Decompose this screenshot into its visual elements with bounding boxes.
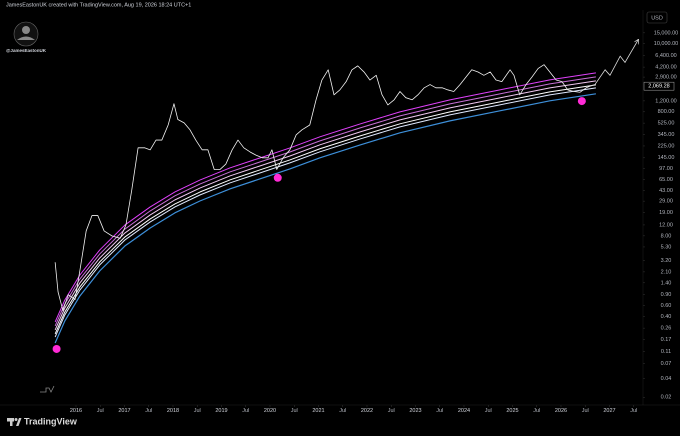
- x-tick-label: 2021: [312, 408, 324, 414]
- x-tick-label: Jul: [630, 408, 637, 414]
- y-tick-label: 65.00: [659, 177, 673, 183]
- tv-watermark: [40, 385, 55, 393]
- y-tick-label: 2,900.00: [655, 75, 676, 81]
- y-tick-label: 0.04: [661, 376, 672, 382]
- line: [54, 84, 596, 335]
- x-tick-label: Jul: [339, 408, 346, 414]
- y-tick-label: 5.30: [661, 244, 672, 250]
- y-tick-label: 29.00: [659, 199, 673, 205]
- line: [54, 72, 596, 323]
- y-tick-label: 0.90: [661, 292, 672, 298]
- y-tick-label: 0.07: [661, 361, 672, 367]
- line: [54, 64, 591, 311]
- x-tick-label: 2019: [215, 408, 227, 414]
- projection: [589, 40, 638, 87]
- y-tick-label: 0.02: [661, 395, 672, 401]
- y-tick-label: 6,400.00: [655, 53, 676, 59]
- y-tick-label: 3.20: [661, 258, 672, 264]
- marker-dot: [577, 97, 586, 106]
- y-tick-label: 0.40: [661, 314, 672, 320]
- y-tick-label: 525.00: [658, 121, 675, 127]
- x-tick-label: Jul: [436, 408, 443, 414]
- last-price-label: 2,069.28: [648, 84, 669, 90]
- marker-dot: [52, 344, 61, 353]
- y-tick-label: 12.00: [659, 222, 673, 228]
- avatar: [13, 21, 39, 47]
- y-tick-label: 1,200.00: [655, 98, 676, 104]
- y-tick-label: 225.00: [658, 143, 675, 149]
- line: [54, 87, 596, 338]
- x-tick-label: 2022: [361, 408, 373, 414]
- currency-box: [646, 11, 668, 24]
- y-tick-label: 8.00: [661, 233, 672, 239]
- y-tick-label: 0.11: [661, 349, 671, 355]
- footer-logo: TradingView: [24, 416, 78, 426]
- x-tick-label: Jul: [582, 408, 589, 414]
- plot: [52, 40, 639, 353]
- currency: USD: [651, 15, 663, 21]
- x-tick-label: Jul: [242, 408, 249, 414]
- x-tick-label: Jul: [388, 408, 395, 414]
- y-tick-label: 145.00: [658, 155, 675, 161]
- marker-dot: [273, 173, 282, 182]
- x-tick-label: Jul: [145, 408, 152, 414]
- x-tick-label: 2018: [167, 408, 179, 414]
- x-tick-label: 2017: [118, 408, 130, 414]
- x-tick-label: Jul: [291, 408, 298, 414]
- y-tick-label: 345.00: [658, 132, 675, 138]
- y-tick-label: 19.00: [659, 210, 673, 216]
- x-tick-label: Jul: [194, 408, 201, 414]
- last-price-box: [643, 81, 675, 91]
- x-tick-label: 2027: [603, 408, 615, 414]
- x-tick-label: Jul: [97, 408, 104, 414]
- y-tick-label: 43.00: [659, 188, 673, 194]
- x-tick-label: Jul: [485, 408, 492, 414]
- x-tick-label: 2026: [555, 408, 567, 414]
- y-tick-label: 1.40: [661, 280, 672, 286]
- x-tick-label: 2025: [506, 408, 518, 414]
- y-tick-label: 0.17: [661, 337, 672, 343]
- x-tick-label: 2020: [264, 408, 276, 414]
- y-tick-label: 15,000.00: [654, 30, 678, 36]
- y-tick-label: 4,200.00: [655, 65, 676, 71]
- y-tick-label: 2.10: [661, 269, 672, 275]
- line: [54, 80, 596, 331]
- y-tick-label: 0.26: [661, 326, 672, 332]
- x-tick-label: 2016: [70, 408, 82, 414]
- credit: JamesEastonUK created with TradingView.c…: [6, 2, 191, 8]
- y-tick-label: 800.00: [658, 109, 675, 115]
- x-tick-label: 2024: [458, 408, 470, 414]
- x-tick-label: Jul: [533, 408, 540, 414]
- y-tick-label: 10,000.00: [654, 41, 678, 47]
- y-tick-label: 0.60: [661, 303, 672, 309]
- line: [54, 93, 596, 344]
- footer-logo-icon: [7, 418, 22, 426]
- x-tick-label: 2023: [409, 408, 421, 414]
- y-tick-label: 97.00: [659, 166, 673, 172]
- line: [54, 76, 596, 327]
- handle: @JamesEastonUK: [6, 48, 47, 53]
